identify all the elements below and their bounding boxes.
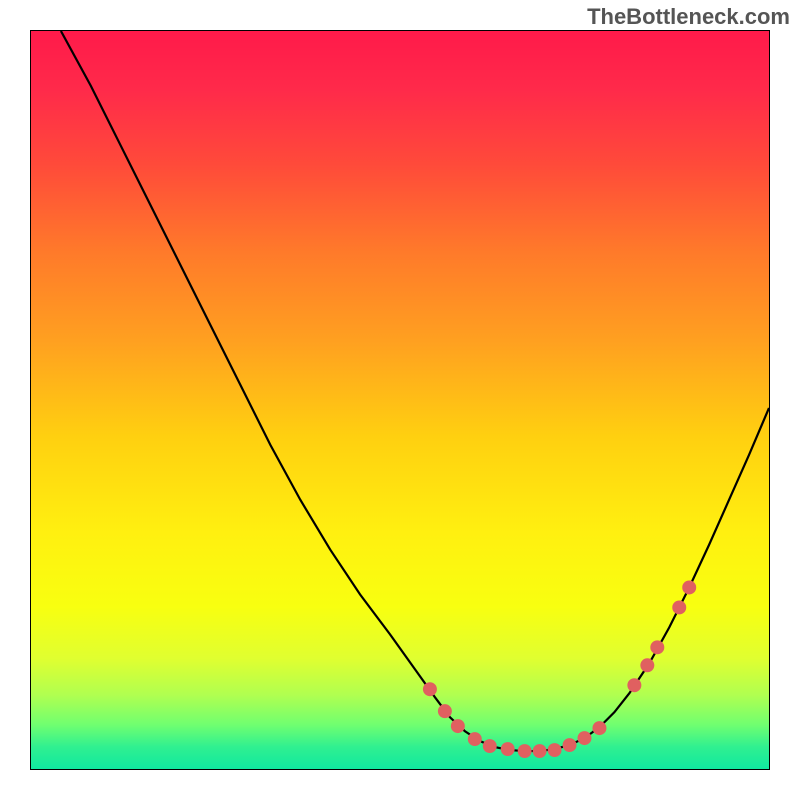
data-point [533,744,547,758]
data-point [501,742,515,756]
data-point [627,678,641,692]
data-point [483,739,497,753]
data-point [423,682,437,696]
watermark-text: TheBottleneck.com [587,4,790,30]
chart-background [31,31,769,769]
data-point [650,640,664,654]
data-point [578,731,592,745]
data-point [682,581,696,595]
data-point [672,600,686,614]
data-point [640,658,654,672]
data-point [438,704,452,718]
chart-container [30,30,770,770]
data-point [518,744,532,758]
data-point [563,738,577,752]
data-point [548,743,562,757]
data-point [468,732,482,746]
chart-svg [31,31,769,769]
data-point [451,719,465,733]
data-point [592,721,606,735]
